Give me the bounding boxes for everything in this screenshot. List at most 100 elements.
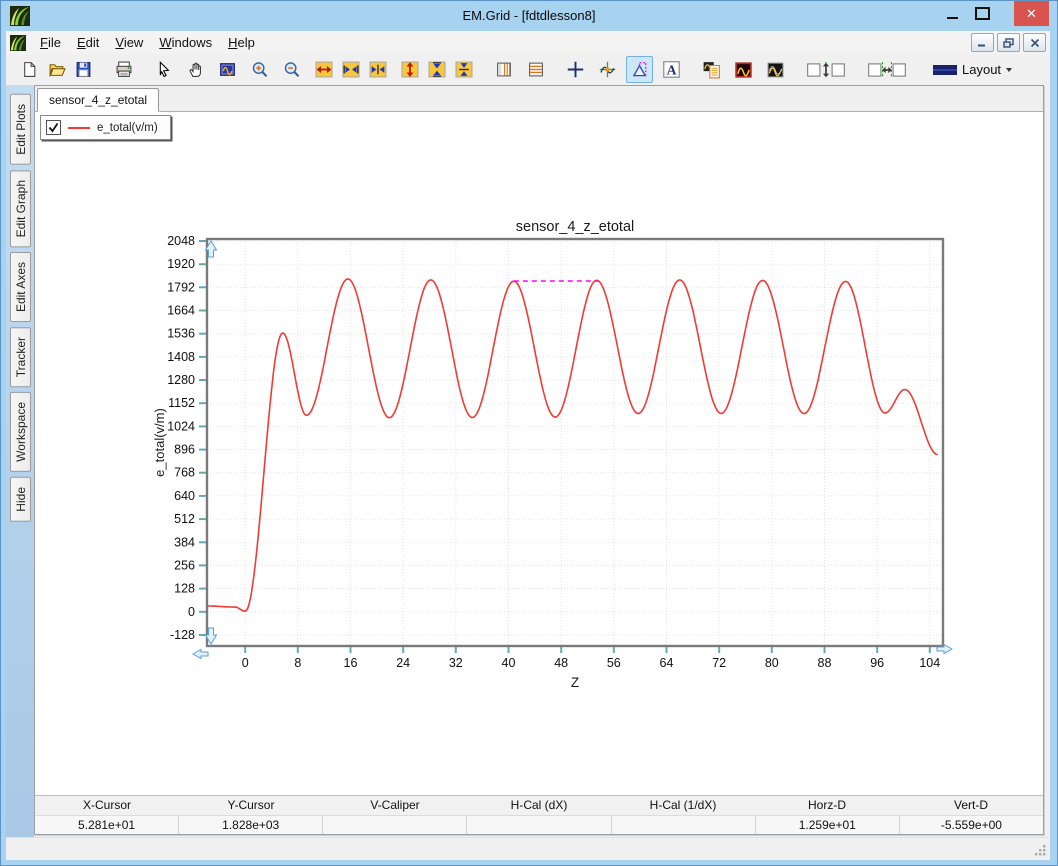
plot-style-dark-icon bbox=[766, 61, 785, 79]
zoom-region-button[interactable] bbox=[214, 56, 241, 83]
open-file-button[interactable] bbox=[43, 56, 70, 83]
sidebar-item-workspace[interactable]: Workspace bbox=[10, 392, 31, 472]
compress-x-icon bbox=[369, 61, 387, 78]
svg-text:2048: 2048 bbox=[167, 234, 195, 248]
save-icon bbox=[75, 61, 92, 78]
sidebar-item-tracker[interactable]: Tracker bbox=[10, 327, 31, 387]
svg-text:768: 768 bbox=[174, 466, 195, 480]
zoom-out-button[interactable] bbox=[278, 56, 305, 83]
plot-style-dark-red-button[interactable] bbox=[730, 56, 757, 83]
window-close-button[interactable]: ✕ bbox=[1014, 1, 1049, 26]
resize-grip[interactable] bbox=[1034, 844, 1047, 857]
text-label-button[interactable]: A bbox=[658, 56, 685, 83]
document-tab[interactable]: sensor_4_z_etotal bbox=[37, 88, 159, 112]
plot-report-button[interactable] bbox=[698, 56, 725, 83]
pointer-icon bbox=[155, 61, 172, 78]
menu-help[interactable]: Help bbox=[220, 32, 263, 53]
svg-text:48: 48 bbox=[554, 656, 568, 670]
readout-column-header: Y-Cursor bbox=[179, 796, 323, 815]
svg-text:24: 24 bbox=[396, 656, 410, 670]
crosshair-button[interactable] bbox=[562, 56, 589, 83]
readout-column-value: 1.259e+01 bbox=[755, 816, 899, 834]
plot-canvas[interactable]: 0816243240485664728088961042048192017921… bbox=[35, 112, 1043, 796]
svg-text:8: 8 bbox=[294, 656, 301, 670]
svg-text:1920: 1920 bbox=[167, 257, 195, 271]
space-vertical-button[interactable] bbox=[802, 56, 850, 83]
compress-y-button[interactable] bbox=[450, 56, 477, 83]
legend-box[interactable]: e_total(v/m) bbox=[40, 115, 171, 140]
vertical-markers-button[interactable] bbox=[490, 56, 517, 83]
expand-x-button[interactable] bbox=[310, 56, 337, 83]
maximize-icon bbox=[975, 7, 990, 20]
titlebar[interactable]: EM.Grid - [fdtdlesson8] ✕ bbox=[1, 1, 1057, 31]
svg-text:40: 40 bbox=[502, 656, 516, 670]
print-button[interactable] bbox=[110, 56, 137, 83]
compress-x-button[interactable] bbox=[364, 56, 391, 83]
document-tab-bar: sensor_4_z_etotal bbox=[35, 86, 1043, 112]
mdi-window-controls bbox=[971, 33, 1050, 52]
mdi-minimize-button[interactable] bbox=[971, 33, 994, 52]
window-minimize-button[interactable] bbox=[939, 1, 965, 26]
plot-style-dark-red-icon bbox=[734, 61, 753, 79]
mdi-close-button[interactable] bbox=[1023, 33, 1046, 52]
svg-text:96: 96 bbox=[870, 656, 884, 670]
readout-column-value bbox=[611, 816, 755, 834]
readout-column-value bbox=[466, 816, 610, 834]
legend-series-label: e_total(v/m) bbox=[97, 122, 158, 134]
plot-report-icon bbox=[702, 61, 721, 79]
svg-text:1152: 1152 bbox=[168, 396, 195, 410]
legend-checkbox[interactable] bbox=[46, 120, 61, 135]
layout-dropdown-button[interactable]: Layout bbox=[927, 59, 1018, 80]
expand-y-button[interactable] bbox=[396, 56, 423, 83]
menu-file[interactable]: File bbox=[32, 32, 69, 53]
svg-text:104: 104 bbox=[919, 656, 940, 670]
menu-edit[interactable]: Edit bbox=[69, 32, 107, 53]
svg-text:32: 32 bbox=[449, 656, 463, 670]
caliper-button[interactable] bbox=[626, 56, 653, 83]
checkmark-icon bbox=[48, 122, 59, 133]
svg-text:128: 128 bbox=[174, 582, 195, 596]
zoom-region-icon bbox=[218, 61, 237, 78]
new-document-button[interactable] bbox=[16, 56, 43, 83]
sidebar-item-edit-axes[interactable]: Edit Axes bbox=[10, 252, 31, 322]
readout-column-header: H-Cal (dX) bbox=[467, 796, 611, 815]
zoom-in-button[interactable] bbox=[246, 56, 273, 83]
sidebar-item-edit-plots[interactable]: Edit Plots bbox=[10, 94, 31, 165]
pan-tool-button[interactable] bbox=[182, 56, 209, 83]
x-axis-pan-left-arrow[interactable] bbox=[193, 650, 208, 659]
arrows-out-y-button[interactable] bbox=[423, 56, 450, 83]
layout-icon bbox=[933, 64, 957, 76]
horizontal-markers-button[interactable] bbox=[522, 56, 549, 83]
menu-windows[interactable]: Windows bbox=[151, 32, 220, 53]
pointer-tool-button[interactable] bbox=[150, 56, 177, 83]
horizontal-markers-icon bbox=[527, 61, 545, 78]
app-logo-icon bbox=[10, 6, 30, 26]
svg-text:384: 384 bbox=[174, 535, 195, 549]
mdi-restore-button[interactable] bbox=[997, 33, 1020, 52]
plot-style-dark-button[interactable] bbox=[762, 56, 789, 83]
save-button[interactable] bbox=[70, 56, 97, 83]
space-horizontal-button[interactable] bbox=[863, 56, 911, 83]
readout-column-value: 1.828e+03 bbox=[178, 816, 322, 834]
expand-x-icon bbox=[315, 61, 333, 78]
sidebar-item-edit-graph[interactable]: Edit Graph bbox=[10, 170, 31, 247]
svg-text:-128: -128 bbox=[170, 628, 195, 642]
chart-plot[interactable]: 0816243240485664728088961042048192017921… bbox=[35, 112, 1043, 796]
zoom-out-icon bbox=[283, 61, 301, 79]
svg-text:256: 256 bbox=[174, 558, 195, 572]
arrows-out-x-button[interactable] bbox=[337, 56, 364, 83]
svg-text:64: 64 bbox=[660, 656, 674, 670]
sidebar-item-hide[interactable]: Hide bbox=[10, 477, 31, 522]
zoom-in-icon bbox=[251, 61, 269, 79]
tracker-button[interactable] bbox=[594, 56, 621, 83]
window-maximize-button[interactable] bbox=[969, 1, 995, 26]
svg-text:1664: 1664 bbox=[167, 304, 195, 318]
menu-view[interactable]: View bbox=[107, 32, 151, 53]
layout-label: Layout bbox=[962, 62, 1001, 77]
chevron-down-icon bbox=[1006, 68, 1012, 72]
readout-column-header: H-Cal (1/dX) bbox=[611, 796, 755, 815]
new-document-icon bbox=[21, 61, 38, 78]
space-vertical-icon bbox=[806, 61, 846, 79]
svg-text:88: 88 bbox=[818, 656, 832, 670]
arrows-out-y-icon bbox=[428, 61, 446, 78]
